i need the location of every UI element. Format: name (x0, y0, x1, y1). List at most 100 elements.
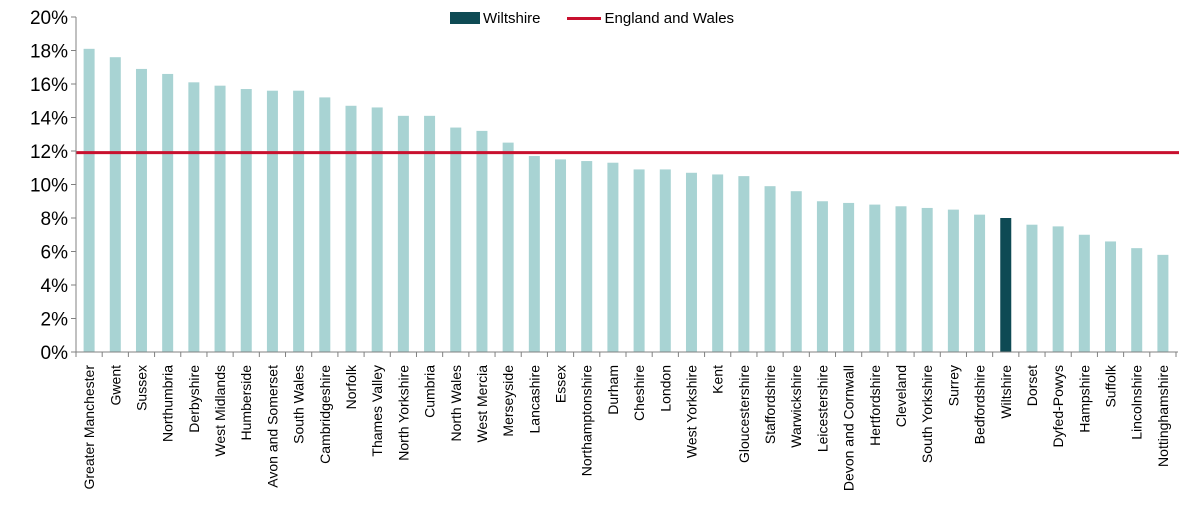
x-tick-label: Dyfed-Powys (1050, 365, 1066, 447)
bar-humberside (240, 89, 252, 352)
bar-cleveland (895, 206, 907, 352)
y-tick-label: 20% (30, 8, 68, 29)
x-tick-label: South Wales (291, 365, 307, 444)
legend-swatch-wiltshire (450, 12, 480, 24)
y-tick-label: 4% (41, 276, 69, 297)
x-tick-label: Cleveland (893, 365, 909, 427)
x-tick-label: South Yorkshire (919, 365, 935, 463)
x-tick-label: Humberside (238, 365, 254, 441)
bars-group (83, 48, 1169, 353)
bar-london (659, 169, 671, 352)
bar-dyfed-powys (1052, 226, 1064, 353)
y-tick-label: 16% (30, 75, 68, 96)
x-tick-label: Northumbria (160, 365, 176, 442)
bar-bedfordshire (974, 214, 986, 352)
bar-south-yorkshire (921, 207, 933, 352)
legend-swatch-england-wales (566, 16, 601, 20)
x-tick-label: Norfolk (343, 364, 359, 409)
y-tick-label: 0% (41, 343, 69, 364)
y-tick-label: 12% (30, 142, 68, 163)
bar-lincolnshire (1131, 248, 1143, 352)
bar-sussex (135, 68, 147, 353)
bar-kent (712, 174, 724, 352)
x-tick-label: Essex (553, 365, 569, 403)
x-tick-label: Leicestershire (814, 365, 830, 452)
bar-lancashire (528, 156, 540, 352)
x-tick-label: West Yorkshire (683, 365, 699, 458)
x-tick-label: North Wales (448, 365, 464, 442)
bar-cheshire (633, 169, 645, 352)
bar-durham (607, 162, 619, 352)
x-tick-label: Avon and Somerset (264, 365, 280, 488)
x-tick-label: Nottinghamshire (1155, 365, 1171, 467)
x-tick-label: Surrey (945, 365, 961, 406)
x-tick-label: Sussex (133, 365, 149, 411)
bar-west-yorkshire (685, 172, 697, 352)
x-tick-label: Gwent (107, 365, 123, 406)
y-tick-label: 18% (30, 42, 68, 63)
bar-avon-and-somerset (266, 90, 278, 352)
bar-north-wales (450, 127, 462, 352)
bar-north-yorkshire (397, 115, 409, 352)
legend-label-england-wales: England and Wales (604, 9, 735, 27)
x-tick-label: Merseyside (500, 365, 516, 437)
bar-northamptonshire (581, 161, 593, 352)
bar-hampshire (1078, 234, 1090, 352)
x-tick-label: Kent (710, 365, 726, 394)
bar-suffolk (1105, 241, 1117, 352)
bar-west-midlands (214, 85, 226, 353)
y-tick-label: 10% (30, 176, 68, 197)
bar-west-mercia (476, 130, 488, 352)
legend-item-england-wales: England and Wales (566, 9, 735, 27)
x-tick-label: Lancashire (526, 365, 542, 434)
bar-dorset (1026, 224, 1038, 352)
x-tick-label: Devon and Cornwall (841, 365, 857, 491)
bar-cambridgeshire (319, 97, 331, 353)
x-tick-label: Bedfordshire (972, 365, 988, 445)
x-tick-label: Thames Valley (369, 365, 385, 457)
x-tick-label: Lincolnshire (1129, 365, 1145, 440)
bar-essex (555, 159, 567, 352)
x-tick-label: Hertfordshire (867, 365, 883, 446)
x-tick-label: Cumbria (422, 365, 438, 418)
bar-gwent (109, 57, 121, 352)
x-tick-label: North Yorkshire (395, 365, 411, 461)
bar-surrey (947, 209, 959, 353)
axes-group (71, 16, 1178, 357)
bar-cumbria (424, 115, 436, 352)
x-tick-label: Greater Manchester (81, 365, 97, 490)
bar-wiltshire (1000, 218, 1012, 352)
bar-greater-manchester (83, 48, 95, 352)
x-tick-label: West Midlands (212, 365, 228, 457)
x-tick-label: Dorset (1024, 365, 1040, 406)
bar-nottinghamshire (1157, 254, 1169, 352)
y-tick-labels: 0% 2% 4% 6% 8% 10% 12% 14% 16% 18% 20% (30, 8, 68, 364)
bar-northumbria (162, 73, 174, 352)
x-tick-label: Northamptonshire (579, 365, 595, 476)
y-tick-label: 8% (41, 209, 69, 230)
legend-item-wiltshire: Wiltshire (450, 10, 541, 27)
x-tick-label: Gloucestershire (736, 365, 752, 463)
legend-label-wiltshire: Wiltshire (483, 9, 541, 27)
chart-legend: Wiltshire England and Wales (450, 8, 760, 28)
bar-hertfordshire (869, 204, 881, 352)
x-tick-label: Staffordshire (762, 365, 778, 444)
x-tick-label: Cambridgeshire (317, 365, 333, 464)
bar-staffordshire (764, 186, 776, 352)
bar-gloucestershire (738, 176, 750, 353)
x-tick-label: Cheshire (631, 365, 647, 421)
bar-south-wales (293, 90, 305, 352)
y-tick-label: 6% (41, 243, 69, 264)
x-tick-label: Warwickshire (788, 365, 804, 448)
y-tick-label: 2% (41, 310, 69, 331)
x-tick-label: Wiltshire (998, 365, 1014, 419)
bar-merseyside (502, 142, 514, 353)
bar-thames-valley (371, 107, 383, 352)
bar-derbyshire (188, 82, 200, 352)
bar-norfolk (345, 105, 357, 352)
x-tick-labels: Greater Manchester Gwent Sussex Northumbria… (81, 364, 1171, 491)
x-tick-label: West Mercia (474, 365, 490, 443)
bar-warwickshire (790, 191, 802, 352)
x-tick-label: Durham (605, 365, 621, 415)
